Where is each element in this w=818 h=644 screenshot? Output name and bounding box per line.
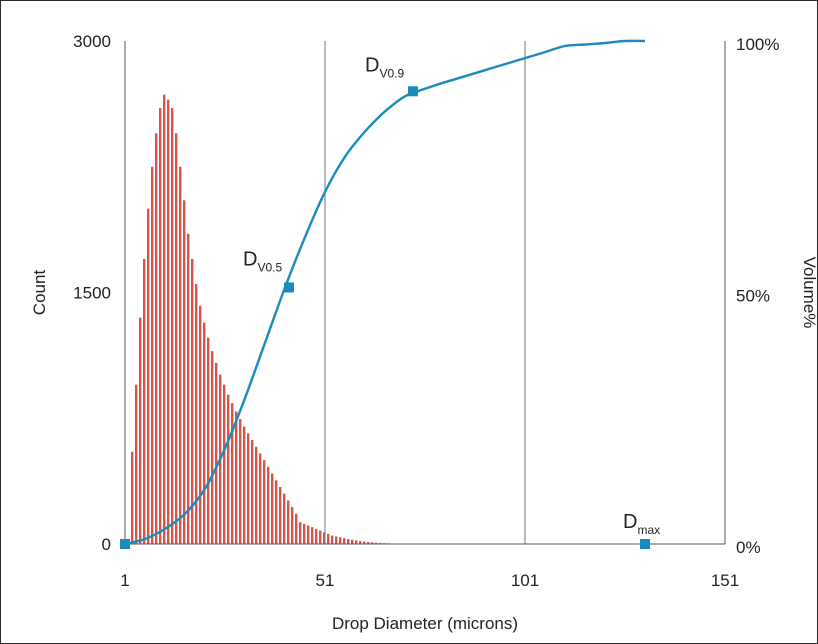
- histogram-bar: [367, 541, 370, 544]
- histogram-bar: [187, 233, 190, 544]
- histogram-bar: [355, 540, 358, 544]
- axes: [124, 41, 726, 545]
- histogram-bar: [191, 258, 194, 544]
- histogram-bar: [283, 493, 286, 544]
- histogram-bar: [379, 542, 382, 544]
- x-axis-title: Drop Diameter (microns): [332, 614, 518, 633]
- x-tick-label: 101: [511, 571, 539, 590]
- y-left-axis-title: Count: [30, 270, 49, 316]
- y-left-tick-label: 3000: [73, 32, 111, 51]
- histogram-bar: [375, 542, 378, 544]
- histogram-bar: [343, 538, 346, 544]
- histogram-bar: [251, 440, 254, 544]
- histogram-bar: [279, 486, 282, 544]
- histogram-bar: [303, 523, 306, 544]
- histogram-bar: [231, 403, 234, 544]
- histogram-bar: [143, 258, 146, 544]
- histogram-bar: [327, 533, 330, 544]
- marker-d-v05: [284, 282, 294, 293]
- histogram-bar: [247, 433, 250, 544]
- histogram-bar: [299, 522, 302, 544]
- histogram-bar: [135, 384, 138, 544]
- histogram-bar: [131, 451, 134, 544]
- histogram-bar: [323, 532, 326, 544]
- histogram-bar: [147, 208, 150, 545]
- histogram-bar: [151, 166, 154, 544]
- annotation-subscript: max: [637, 523, 660, 537]
- histogram-bar: [255, 446, 258, 544]
- cumulative-volume-line: [124, 39, 646, 546]
- annotation-base: D: [623, 511, 637, 533]
- gridlines: [324, 41, 526, 544]
- histogram-bar: [287, 500, 290, 544]
- y-right-tick-label: 0%: [736, 538, 761, 557]
- histogram-bar: [275, 480, 278, 544]
- histogram-bars: [131, 94, 414, 545]
- histogram-bar: [211, 351, 214, 544]
- annotation-d-v09: DV0.9: [365, 54, 404, 80]
- histogram-bar: [267, 466, 270, 544]
- histogram-bar: [259, 453, 262, 544]
- annotation-base: D: [365, 54, 379, 76]
- histogram-bar: [295, 513, 298, 544]
- histogram-bar: [171, 108, 174, 544]
- y-right-axis-title: Volume%: [800, 257, 817, 329]
- histogram-bar: [239, 419, 242, 544]
- histogram-bar: [271, 473, 274, 544]
- histogram-bar: [371, 542, 374, 544]
- histogram-bar: [175, 133, 178, 544]
- histogram-bar: [139, 317, 142, 544]
- annotation-base: D: [243, 248, 257, 270]
- annotation-subscript: V0.5: [257, 260, 282, 274]
- histogram-bar: [243, 426, 246, 544]
- histogram-bar: [351, 539, 354, 544]
- y-right-tick-label: 50%: [736, 287, 770, 306]
- histogram-bar: [155, 133, 158, 544]
- x-tick-label: 1: [120, 571, 129, 590]
- histogram-bar: [179, 166, 182, 544]
- origin-marker: [120, 539, 130, 549]
- histogram-bar: [363, 541, 366, 544]
- histogram-bar: [195, 284, 198, 544]
- annotation-d-v05: DV0.5: [243, 248, 282, 274]
- histogram-bar: [163, 94, 166, 545]
- histogram-bar: [235, 411, 238, 544]
- annotation-d-max: Dmax: [623, 511, 660, 537]
- histogram-bar: [227, 394, 230, 544]
- x-tick-label: 151: [711, 571, 739, 590]
- histogram-bar: [339, 537, 342, 544]
- histogram-bar: [291, 507, 294, 544]
- histogram-bar: [167, 99, 170, 545]
- histogram-bar: [315, 528, 318, 544]
- histogram-bar: [347, 538, 350, 544]
- histogram-bar: [223, 384, 226, 544]
- histogram-bar: [359, 540, 362, 544]
- y-left-tick-label: 0: [102, 535, 111, 554]
- histogram-bar: [307, 525, 310, 544]
- marker-d-v09: [408, 86, 418, 97]
- histogram-bar: [215, 362, 218, 544]
- histogram-bar: [335, 536, 338, 544]
- histogram-bar: [199, 305, 202, 544]
- histogram-bar: [311, 527, 314, 544]
- cumulative-volume-curve: [124, 39, 646, 546]
- histogram-bar: [331, 535, 334, 544]
- histogram-bar: [203, 322, 206, 544]
- annotation-subscript: V0.9: [379, 66, 404, 80]
- x-tick-label: 51: [316, 571, 335, 590]
- histogram-bar: [159, 108, 162, 544]
- y-right-tick-label: 100%: [736, 35, 779, 54]
- marker-d-max: [640, 539, 650, 549]
- y-left-tick-label: 1500: [73, 284, 111, 303]
- histogram-bar: [319, 530, 322, 544]
- histogram-bar: [183, 200, 186, 544]
- histogram-bar: [207, 337, 210, 544]
- histogram-bar: [263, 460, 266, 544]
